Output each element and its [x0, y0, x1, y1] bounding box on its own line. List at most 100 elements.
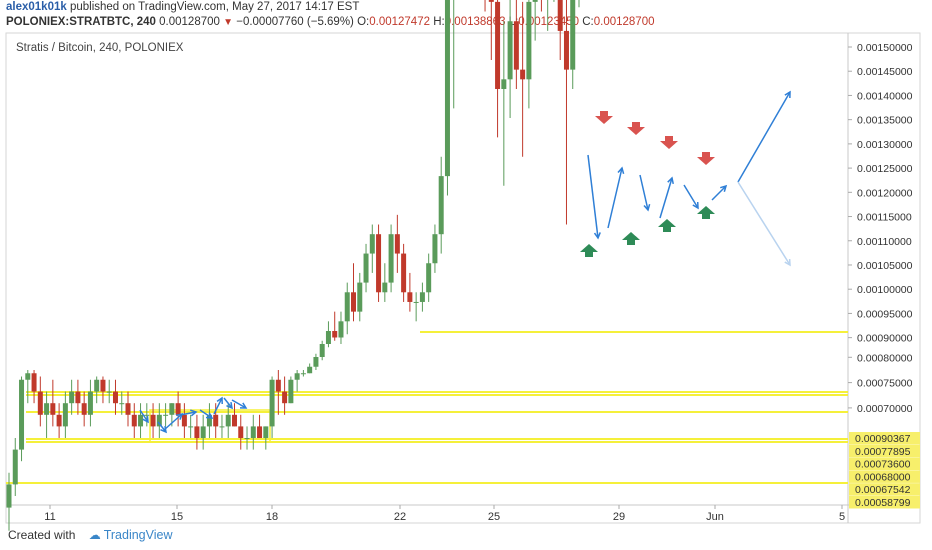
candle [244, 426, 250, 450]
candle [250, 414, 256, 450]
candle [513, 0, 519, 89]
candle-body [87, 391, 93, 415]
high-value: 0.00138863 [444, 16, 506, 28]
arrow-shaft [737, 181, 791, 266]
candle-body [194, 426, 200, 438]
candle-body [244, 438, 250, 439]
candle-body [275, 379, 281, 392]
x-tick-label: 15 [171, 511, 183, 523]
arrow-head [720, 184, 728, 192]
candle [294, 370, 300, 392]
candle [125, 391, 131, 427]
candle [163, 403, 169, 427]
candle-body [19, 379, 25, 450]
candle [307, 363, 313, 374]
candle-body [238, 426, 244, 438]
candle-body [307, 366, 313, 374]
tradingview-logo-text[interactable]: TradingView [103, 528, 173, 542]
cloud-logo-icon[interactable]: ☁ [88, 528, 101, 542]
buy-marker-up-arrow [622, 232, 640, 245]
candle-body [432, 234, 438, 264]
x-tick-label: 22 [394, 511, 406, 523]
candle-body [520, 69, 526, 80]
sell-marker-down-arrow [595, 111, 613, 124]
candle [50, 379, 56, 427]
candle [300, 370, 306, 377]
candle-body [325, 331, 331, 344]
level-tag-label: 0.00073600 [855, 459, 911, 471]
candle [563, 0, 569, 225]
ohlc-line: POLONIEX:STRATBTC, 240 0.00128700 ▼ −0.0… [6, 16, 655, 28]
faint-forecast-arrow [737, 181, 791, 267]
candle-body [206, 414, 212, 427]
candle [150, 403, 156, 438]
candle [225, 403, 231, 438]
arrow-shaft [223, 397, 233, 409]
candle [407, 272, 413, 312]
forecast-arrow [683, 184, 699, 210]
candle [194, 414, 200, 450]
arrow-head [692, 201, 699, 210]
y-tick-label: 0.00150000 [857, 42, 913, 54]
candle-body [231, 414, 237, 427]
forecast-arrow [199, 409, 214, 419]
candle-body [319, 344, 325, 357]
candle [257, 414, 263, 438]
candle [413, 292, 419, 322]
candle-body [376, 234, 382, 293]
x-tick-label: 29 [613, 511, 625, 523]
candle-body [225, 414, 231, 427]
sell-marker-down-arrow [627, 122, 645, 135]
forecast-arrow [639, 174, 651, 212]
level-tag-label: 0.00067542 [855, 484, 911, 496]
arrow-shaft [639, 174, 649, 211]
high-label: H: [433, 16, 445, 28]
candle-body [382, 282, 388, 293]
candle [238, 414, 244, 450]
arrow-head [226, 401, 233, 410]
candle [175, 391, 181, 427]
candle [75, 379, 81, 415]
candle [388, 224, 394, 293]
candle [156, 403, 162, 438]
candle-body [62, 403, 68, 427]
candle [231, 403, 237, 427]
candle [488, 0, 494, 60]
forecast-arrow [607, 166, 625, 229]
level-tag [849, 432, 920, 445]
candle [200, 414, 206, 450]
level-tag-label: 0.00068000 [855, 471, 911, 483]
candle [19, 376, 25, 462]
close-label: C: [582, 16, 594, 28]
candle-body [495, 1, 501, 90]
arrow-shaft [231, 399, 247, 409]
candle-body [419, 292, 425, 302]
arrow-head [205, 412, 214, 419]
candle [351, 263, 357, 322]
candle [12, 438, 18, 496]
candle-body [507, 21, 513, 80]
candle-body [112, 391, 118, 404]
candle [144, 403, 150, 427]
level-tag [849, 496, 920, 509]
x-tick-label: 11 [44, 511, 55, 523]
y-tick-label: 0.00100000 [857, 284, 913, 296]
close-value: 0.00128700 [593, 16, 655, 28]
candle [181, 403, 187, 438]
candle [31, 370, 37, 404]
candle [81, 391, 87, 427]
level-tag-label: 0.00077895 [855, 446, 911, 458]
low-label: L: [508, 16, 519, 28]
candle-body [119, 403, 125, 405]
level-tag-label: 0.00090367 [855, 433, 911, 445]
candle [557, 0, 563, 60]
candle-body [257, 426, 263, 438]
arrow-shaft [607, 167, 623, 229]
candle-body [200, 426, 206, 438]
author-name[interactable]: alex01k01k [6, 1, 67, 13]
candle-body [294, 373, 300, 380]
arrow-head [239, 402, 248, 409]
chart-title: Stratis / Bitcoin, 240, POLONIEX [16, 42, 184, 54]
